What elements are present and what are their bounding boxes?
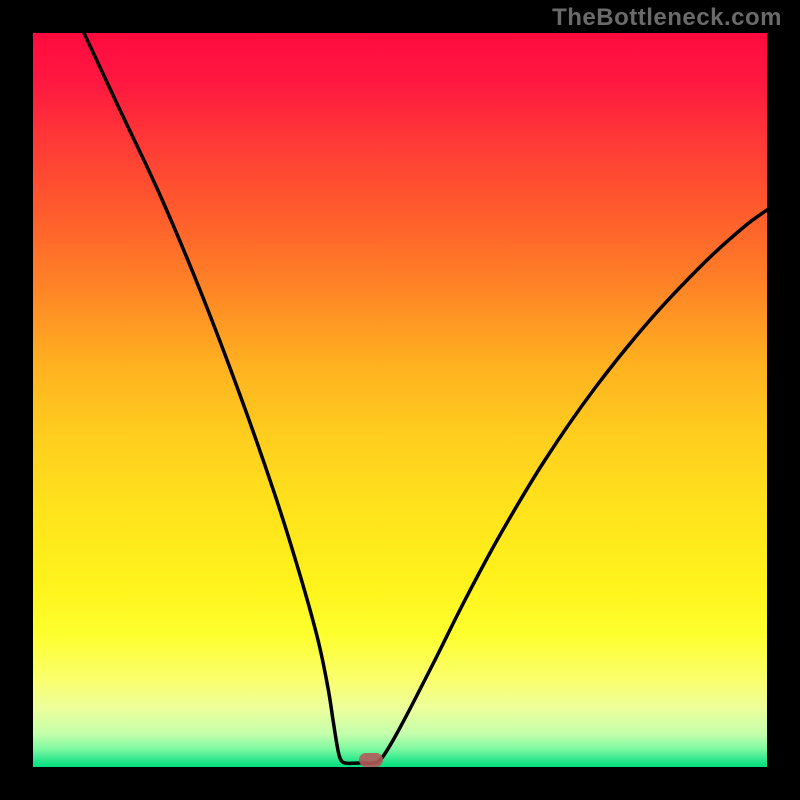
plot-background [33, 33, 767, 767]
bottleneck-chart [0, 0, 800, 800]
optimum-marker [359, 753, 383, 767]
watermark-text: TheBottleneck.com [552, 4, 782, 32]
chart-container: TheBottleneck.com [0, 0, 800, 800]
